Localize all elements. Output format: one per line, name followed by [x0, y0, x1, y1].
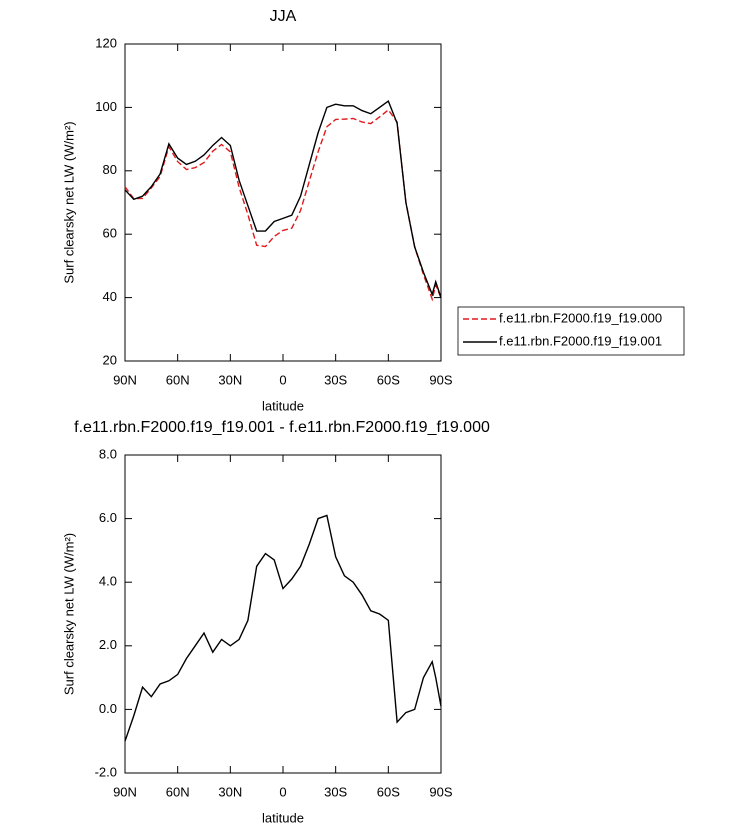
y-tick-label: -2.0: [95, 764, 117, 779]
x-tick-label: 0: [279, 784, 286, 799]
y-tick-label: 4.0: [99, 574, 117, 589]
x-tick-label: 90N: [113, 372, 137, 387]
x-tick-label: 90N: [113, 784, 137, 799]
chart-title: f.e11.rbn.F2000.f19_f19.001 - f.e11.rbn.…: [74, 419, 490, 436]
x-tick-label: 60S: [377, 784, 400, 799]
data-line: [124, 514, 442, 742]
y-tick-label: 20: [103, 352, 117, 367]
y-tick-label: 100: [95, 99, 117, 114]
x-tick-label: 30N: [218, 372, 242, 387]
x-tick-label: 30S: [324, 372, 347, 387]
legend-label: f.e11.rbn.F2000.f19_f19.001: [499, 333, 662, 348]
x-tick-label: 0: [279, 372, 286, 387]
legend-box: [457, 306, 685, 356]
y-tick-label: 60: [103, 226, 117, 241]
x-axis-label: latitude: [262, 810, 304, 825]
y-tick-label: 120: [95, 35, 117, 50]
y-axis-label: Surf clearsky net LW (W/m²): [61, 533, 76, 695]
y-tick-label: 6.0: [99, 510, 117, 525]
x-tick-label: 60N: [166, 784, 190, 799]
y-tick-label: 80: [103, 162, 117, 177]
x-tick-label: 30S: [324, 784, 347, 799]
y-axis-label: Surf clearsky net LW (W/m²): [61, 121, 76, 283]
chart-title: JJA: [270, 8, 297, 25]
x-tick-label: 60S: [377, 372, 400, 387]
legend-label: f.e11.rbn.F2000.f19_f19.000: [499, 310, 662, 325]
x-tick-label: 30N: [218, 784, 242, 799]
y-tick-label: 0.0: [99, 701, 117, 716]
data-line: [124, 108, 442, 302]
x-tick-label: 90S: [429, 784, 452, 799]
y-tick-label: 2.0: [99, 637, 117, 652]
data-line: [124, 99, 442, 298]
plot-frame: [124, 454, 442, 774]
x-axis-label: latitude: [262, 398, 304, 413]
x-tick-label: 60N: [166, 372, 190, 387]
y-tick-label: 8.0: [99, 446, 117, 461]
x-tick-label: 90S: [429, 372, 452, 387]
plot-frame: [124, 43, 442, 362]
y-tick-label: 40: [103, 289, 117, 304]
